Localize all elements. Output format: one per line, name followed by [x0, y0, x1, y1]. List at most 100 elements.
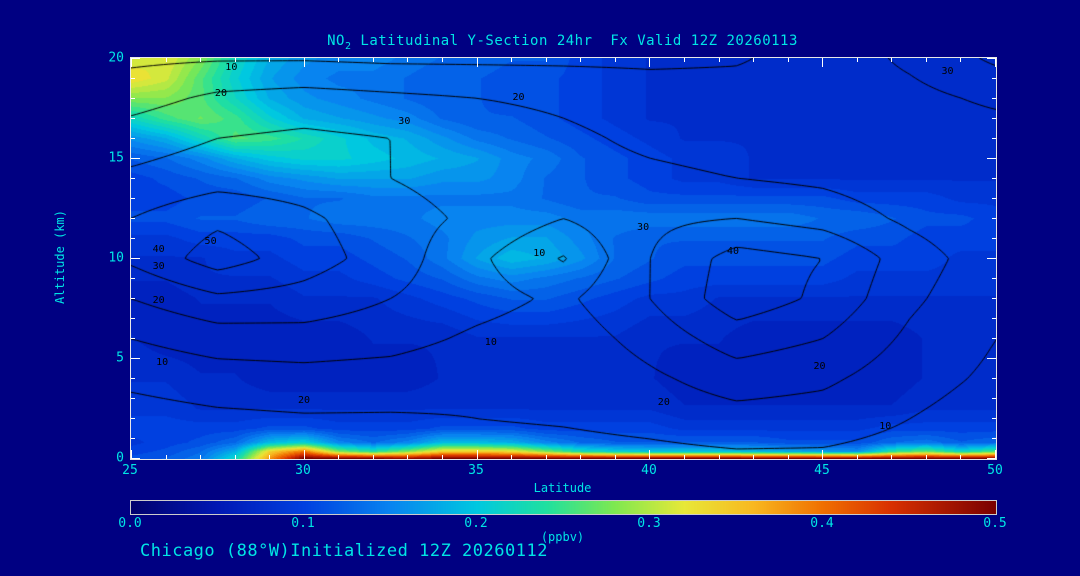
axis-tick: [649, 58, 650, 67]
axis-tick: [753, 455, 754, 459]
axis-tick: [200, 455, 201, 459]
axis-tick: [131, 258, 140, 259]
contour-label: 40: [152, 244, 165, 256]
axis-tick: [546, 58, 547, 62]
axis-tick: [684, 455, 685, 459]
axis-tick: [235, 58, 236, 62]
title-text: Latitudinal Y-Section 24hr Fx Valid 12Z …: [351, 33, 798, 49]
colorbar-unit-label: (ppbv): [540, 530, 585, 544]
axis-tick: [649, 450, 650, 459]
axis-tick: [269, 455, 270, 459]
y-axis-label: Altitude (km): [53, 210, 67, 304]
axis-tick: [987, 458, 996, 459]
axis-tick: [992, 318, 996, 319]
footer-annotation: Chicago (88°W)Initialized 12Z 20260112: [140, 541, 548, 561]
chart-title: NO2 Latitudinal Y-Section 24hr Fx Valid …: [130, 33, 995, 52]
contour-label: 20: [214, 88, 227, 100]
colorbar-tick-label: 0.3: [637, 516, 661, 531]
y-tick-label: 20: [108, 50, 124, 66]
contour-label: 50: [204, 236, 217, 248]
title-species: NO: [327, 33, 345, 49]
axis-tick: [822, 58, 823, 67]
x-tick-label: 35: [468, 463, 484, 478]
axis-tick: [131, 198, 135, 199]
contour-label: 30: [941, 66, 954, 78]
axis-tick: [131, 138, 135, 139]
contour-label: 20: [657, 396, 670, 408]
axis-tick: [960, 455, 961, 459]
axis-tick: [131, 238, 135, 239]
axis-tick: [992, 98, 996, 99]
y-tick-label: 10: [108, 250, 124, 266]
axis-tick: [131, 118, 135, 119]
axis-tick: [477, 58, 478, 67]
contour-label: 20: [297, 394, 311, 406]
axis-tick: [995, 450, 996, 459]
axis-tick: [995, 58, 996, 67]
axis-tick: [987, 358, 996, 359]
axis-tick: [857, 455, 858, 459]
axis-tick: [131, 378, 135, 379]
axis-tick: [338, 455, 339, 459]
axis-tick: [131, 398, 135, 399]
axis-tick: [580, 58, 581, 62]
x-tick-label: 25: [122, 463, 138, 478]
axis-tick: [131, 178, 135, 179]
x-tick-label: 40: [641, 463, 657, 478]
axis-tick: [131, 218, 135, 219]
axis-tick: [615, 455, 616, 459]
axis-tick: [131, 450, 132, 459]
title-species-subscript: 2: [344, 40, 352, 52]
axis-tick: [719, 455, 720, 459]
x-tick-label: 45: [814, 463, 830, 478]
heatmap-canvas: [131, 58, 996, 459]
axis-tick: [511, 455, 512, 459]
colorbar-tick-label: 0.5: [983, 516, 1007, 531]
axis-tick: [546, 455, 547, 459]
axis-tick: [338, 58, 339, 62]
axis-tick: [926, 58, 927, 62]
axis-tick: [788, 455, 789, 459]
contour-label: 30: [398, 116, 411, 128]
axis-tick: [131, 278, 135, 279]
axis-tick: [992, 198, 996, 199]
axis-tick: [373, 455, 374, 459]
contour-label: 40: [727, 246, 740, 258]
y-tick-label: 0: [116, 450, 124, 466]
axis-tick: [131, 78, 135, 79]
axis-tick: [131, 358, 140, 359]
axis-tick: [891, 58, 892, 62]
axis-tick: [926, 455, 927, 459]
axis-tick: [992, 278, 996, 279]
contour-label: 10: [533, 248, 546, 260]
colorbar: [130, 500, 997, 515]
axis-tick: [269, 58, 270, 62]
axis-tick: [304, 58, 305, 67]
axis-tick: [131, 158, 140, 159]
axis-tick: [992, 218, 996, 219]
axis-tick: [719, 58, 720, 62]
axis-tick: [166, 58, 167, 62]
colorbar-tick-label: 0.0: [118, 516, 142, 531]
contour-label: 10: [225, 62, 238, 74]
axis-tick: [477, 450, 478, 459]
y-tick-label: 15: [108, 150, 124, 166]
axis-tick: [131, 58, 132, 67]
axis-tick: [992, 438, 996, 439]
axis-tick: [131, 318, 135, 319]
x-axis-label: Latitude: [533, 481, 592, 495]
axis-tick: [131, 458, 140, 459]
axis-tick: [857, 58, 858, 62]
axis-tick: [992, 78, 996, 79]
colorbar-tick-label: 0.4: [810, 516, 834, 531]
axis-tick: [580, 455, 581, 459]
axis-tick: [992, 138, 996, 139]
axis-tick: [131, 438, 135, 439]
contour-label: 10: [879, 420, 892, 432]
axis-tick: [166, 455, 167, 459]
x-tick-label: 50: [987, 463, 1003, 478]
y-tick-label: 5: [116, 350, 124, 366]
axis-tick: [131, 58, 140, 59]
axis-tick: [822, 450, 823, 459]
